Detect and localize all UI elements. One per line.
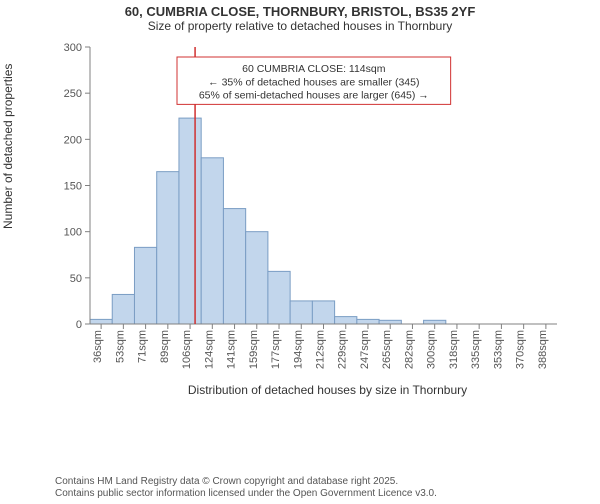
svg-text:89sqm: 89sqm [159, 330, 171, 363]
svg-text:212sqm: 212sqm [315, 330, 327, 369]
svg-text:388sqm: 388sqm [537, 330, 549, 369]
title-sub: Size of property relative to detached ho… [0, 19, 600, 33]
svg-text:370sqm: 370sqm [515, 330, 527, 369]
svg-text:353sqm: 353sqm [492, 330, 504, 369]
footer-attribution: Contains HM Land Registry data © Crown c… [55, 476, 437, 500]
svg-text:← 35% of detached houses are s: ← 35% of detached houses are smaller (34… [208, 76, 419, 88]
x-axis-label: Distribution of detached houses by size … [55, 383, 600, 397]
svg-text:53sqm: 53sqm [114, 330, 126, 363]
svg-text:141sqm: 141sqm [226, 330, 238, 369]
svg-text:200: 200 [64, 134, 82, 146]
svg-text:159sqm: 159sqm [248, 330, 260, 369]
footer-line2: Contains public sector information licen… [55, 488, 437, 500]
svg-text:71sqm: 71sqm [137, 330, 149, 363]
svg-text:300: 300 [64, 42, 82, 54]
svg-text:229sqm: 229sqm [337, 330, 349, 369]
svg-text:60 CUMBRIA CLOSE: 114sqm: 60 CUMBRIA CLOSE: 114sqm [242, 63, 386, 75]
svg-text:150: 150 [64, 181, 82, 193]
chart-container: 0 50 100 150 200 250 300 36sqm 53sqm 71sqm 89sqm 10… [55, 39, 600, 397]
svg-text:36sqm: 36sqm [92, 330, 104, 363]
svg-text:106sqm: 106sqm [181, 330, 193, 369]
svg-text:124sqm: 124sqm [203, 330, 215, 369]
svg-text:318sqm: 318sqm [448, 330, 460, 369]
svg-text:65% of semi-detached houses ar: 65% of semi-detached houses are larger (… [199, 89, 429, 101]
histogram-chart: 0 50 100 150 200 250 300 36sqm 53sqm 71sqm 89sqm 10… [55, 39, 565, 379]
svg-text:0: 0 [76, 319, 82, 331]
svg-text:265sqm: 265sqm [381, 330, 393, 369]
svg-text:250: 250 [64, 88, 82, 100]
svg-text:100: 100 [64, 227, 82, 239]
title-main: 60, CUMBRIA CLOSE, THORNBURY, BRISTOL, B… [0, 4, 600, 19]
svg-text:247sqm: 247sqm [359, 330, 371, 369]
svg-text:282sqm: 282sqm [403, 330, 415, 369]
footer-line1: Contains HM Land Registry data © Crown c… [55, 476, 437, 488]
svg-text:50: 50 [70, 273, 82, 285]
y-axis-label: Number of detached properties [1, 64, 15, 229]
svg-text:194sqm: 194sqm [292, 330, 304, 369]
svg-text:335sqm: 335sqm [470, 330, 482, 369]
svg-text:300sqm: 300sqm [426, 330, 438, 369]
svg-text:177sqm: 177sqm [270, 330, 282, 369]
